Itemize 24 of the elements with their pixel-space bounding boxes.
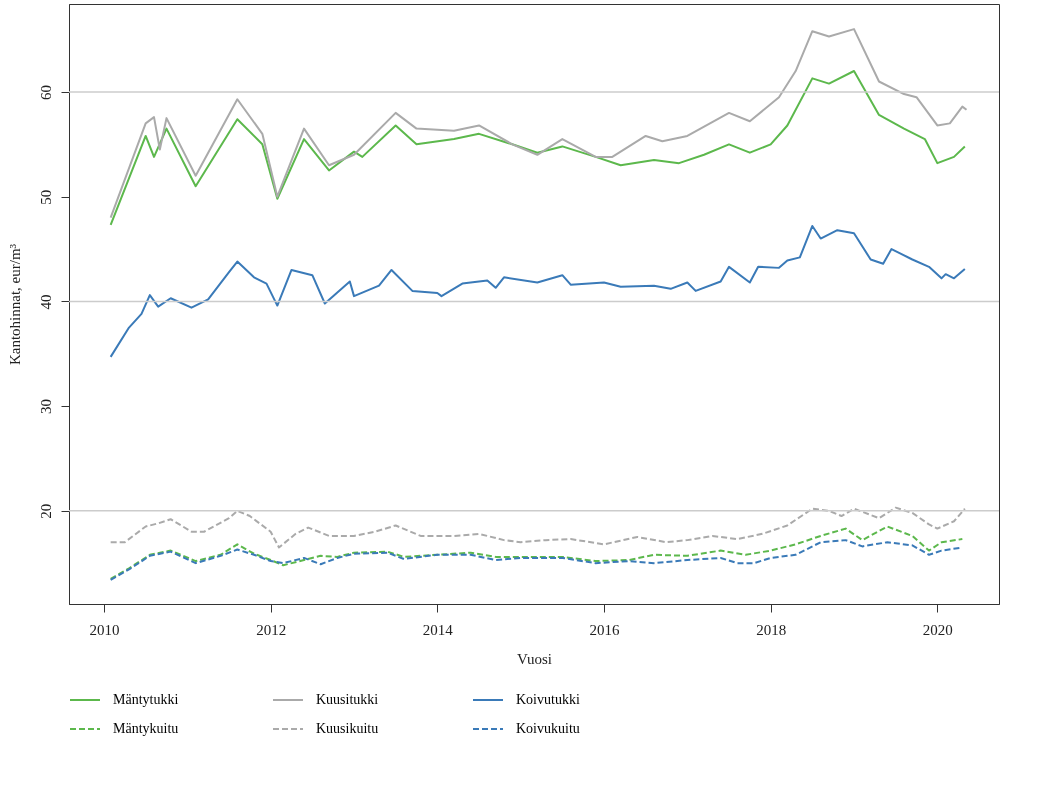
legend-label: Koivukuitu [516,721,580,736]
x-tick-label: 2016 [589,621,620,638]
y-tick-label: 50 [37,189,54,205]
legend-label: Mäntykuitu [113,721,179,736]
y-axis-title: Kantohinnat, eur/m³ [6,243,23,366]
x-tick-label: 2018 [756,621,787,638]
x-tick-label: 2014 [422,621,454,638]
line-series [109,28,968,219]
line-series [109,70,966,226]
legend-label: Kuusitukki [316,692,379,707]
legend-label: Koivutukki [516,692,580,707]
line-series [109,506,966,549]
y-tick-label: 20 [37,503,54,519]
x-tick-label: 2020 [922,621,953,638]
y-tick-label: 60 [37,84,54,100]
y-tick-label: 40 [37,294,54,310]
y-tick-label: 30 [37,399,54,415]
legend-label: Mäntytukki [113,692,179,707]
x-axis-title: Vuosi [517,650,552,667]
x-tick-label: 2010 [89,621,120,638]
x-tick-label: 2012 [256,621,287,638]
line-series [109,525,964,580]
line-series [109,224,966,358]
legend-label: Kuusikuitu [316,721,379,736]
